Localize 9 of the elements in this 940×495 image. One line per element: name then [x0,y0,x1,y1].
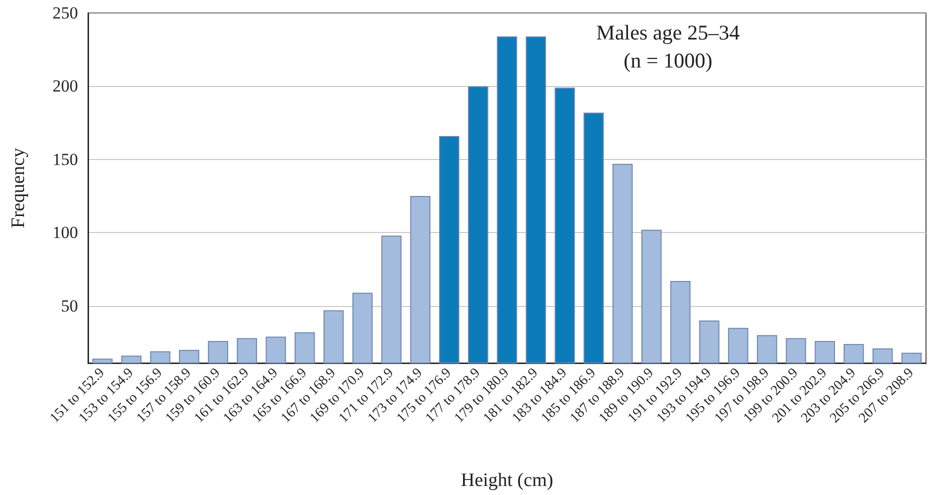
y-tick-label: 100 [52,223,78,242]
y-tick-label: 200 [52,76,78,96]
x-axis-title: Height (cm) [460,470,554,491]
annotation: Males age 25–34 [596,20,740,44]
annotation: (n = 1000) [624,48,712,72]
y-tick-label: 50 [61,296,78,316]
y-tick-label: 150 [52,150,78,169]
y-axis-title: Frequency [8,147,29,228]
y-tick-label: 250 [52,4,78,22]
